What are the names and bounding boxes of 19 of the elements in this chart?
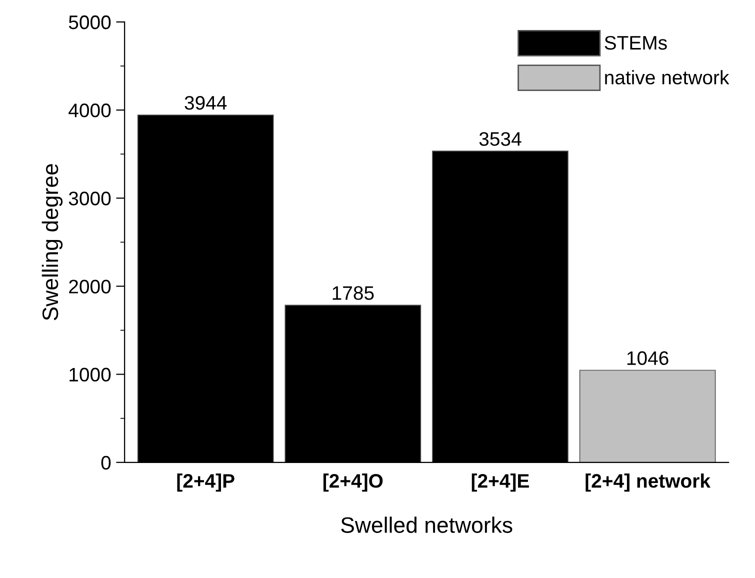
y-tick-label: 2000	[69, 280, 111, 294]
data-label: 3944	[184, 96, 227, 110]
y-tick-label: 4000	[68, 104, 111, 118]
y-tick-label: 1000	[70, 368, 111, 382]
x-tick-label: [2+4] network	[586, 474, 711, 492]
y-tick-label: 3000	[68, 192, 111, 206]
legend-label: native network	[605, 70, 730, 84]
y-tick-label: 5000	[68, 15, 111, 30]
bar	[579, 370, 716, 462]
y-tick-label: 0	[101, 456, 111, 470]
legend-label: STEMs	[604, 36, 667, 50]
data-label: 1046	[627, 351, 668, 366]
y-axis-title: Swelling degree	[42, 164, 63, 320]
data-label: 3534	[479, 132, 522, 146]
x-tick-label: [2+4]O	[323, 474, 383, 492]
x-tick-label: [2+4]E	[472, 474, 529, 492]
x-tick-label: [2+4]P	[177, 474, 234, 492]
data-label: 1785	[332, 286, 374, 300]
x-axis-title: Swelled networks	[341, 516, 512, 533]
